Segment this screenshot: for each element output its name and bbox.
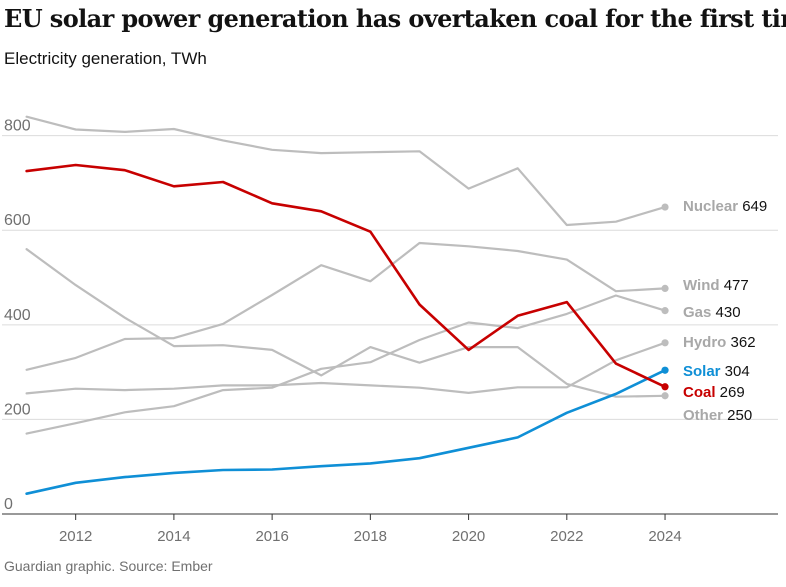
- y-tick-label-600: 600: [4, 212, 31, 229]
- x-tick-label-2016: 2016: [255, 528, 288, 545]
- series-line-wind: [25, 241, 667, 371]
- series-end-point-nuclear: [661, 203, 669, 211]
- series-end-point-solar: [661, 366, 669, 374]
- chart-subtitle: Electricity generation, TWh: [4, 49, 207, 68]
- y-tick-label-400: 400: [4, 307, 31, 324]
- y-tick-label-200: 200: [4, 401, 31, 418]
- series-line-solar: [25, 368, 667, 496]
- line-chart: 0 200 400 600 800 2012 2014 2016 2018 2020 2022 202…: [2, 115, 778, 545]
- series-line-gas: [25, 248, 667, 398]
- x-tick-label-2020: 2020: [452, 528, 485, 545]
- series-end-point-wind: [661, 284, 669, 293]
- series-line-coal: [25, 163, 667, 389]
- series-label-wind: Wind 477: [683, 277, 749, 294]
- series-line-hydro: [25, 341, 667, 395]
- series-label-solar: Solar 304: [683, 363, 750, 380]
- series-label-other: Other 250: [683, 407, 752, 424]
- series-end-point-hydro: [661, 339, 669, 347]
- series-end-point-other: [661, 307, 669, 315]
- series-label-hydro: Hydro 362: [683, 334, 756, 351]
- x-tick-label-2014: 2014: [157, 528, 190, 545]
- series-end-point-coal: [661, 383, 669, 391]
- x-tick-label-2024: 2024: [648, 528, 681, 545]
- series-line-nuclear: [25, 115, 667, 227]
- source-credit: Guardian graphic. Source: Ember: [4, 558, 213, 574]
- series-line-other: [25, 294, 667, 435]
- x-tick-label-2022: 2022: [550, 528, 583, 545]
- series-label-gas: Gas 430: [683, 304, 741, 321]
- chart-title: EU solar power generation has overtaken …: [4, 4, 786, 33]
- series-end-point-gas: [661, 392, 669, 400]
- y-tick-label-800: 800: [4, 118, 31, 135]
- y-tick-label-0: 0: [4, 496, 13, 513]
- series-label-nuclear: Nuclear 649: [683, 198, 767, 215]
- series-label-coal: Coal 269: [683, 384, 745, 401]
- x-tick-label-2018: 2018: [354, 528, 387, 545]
- x-tick-label-2012: 2012: [59, 528, 92, 545]
